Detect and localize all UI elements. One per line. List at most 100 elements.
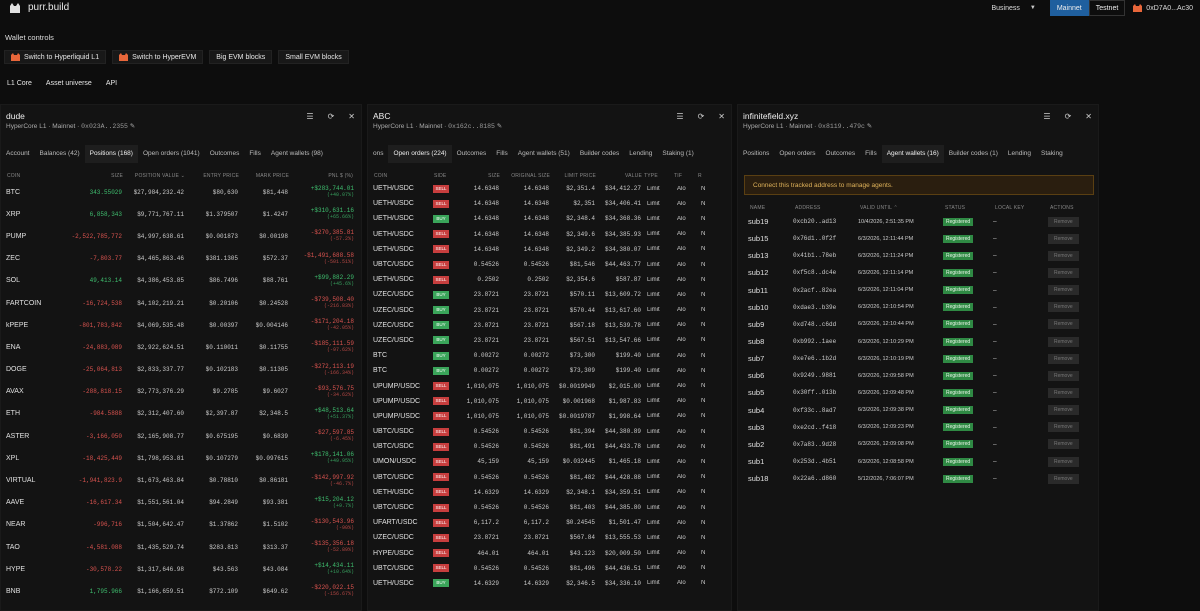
tab-fills[interactable]: Fills xyxy=(496,150,508,157)
table-row[interactable]: XRP 6,858,343 $9,771,767.11 $1.379507 $1.424… xyxy=(1,203,361,225)
table-row[interactable]: ENA -24,883,089 $2,922,624.51 $0.110011 $0.1… xyxy=(1,336,361,358)
table-row[interactable]: UZEC/USDC BUY 23.8721 23.8721 $567.51 $13,547… xyxy=(368,333,731,348)
table-row[interactable]: UFART/USDC SELL 6,117.2 6,117.2 $0.24545 $1,5… xyxy=(368,515,731,530)
tab-ons[interactable]: ons xyxy=(373,150,384,157)
edit-icon[interactable]: ✎ xyxy=(127,123,136,130)
table-row[interactable]: sub18 0x22a6..d860 5/12/2026, 7:06:07 PM Re… xyxy=(738,470,1098,487)
table-row[interactable]: sub9 0xd748..c6dd 6/3/2026, 12:10:44 PM Reg… xyxy=(738,316,1098,333)
table-row[interactable]: UZEC/USDC BUY 23.8721 23.8721 $567.18 $13,539… xyxy=(368,318,731,333)
table-row[interactable]: HYPE -30,578.22 $1,317,646.98 $43.563 $43.08… xyxy=(1,558,361,580)
menu-icon[interactable]: ☰ xyxy=(676,112,684,121)
tab-lending[interactable]: Lending xyxy=(1007,150,1032,157)
tab-staking[interactable]: Staking xyxy=(1041,150,1063,157)
table-row[interactable]: sub19 0xcb20..ad13 10/4/2026, 2:51:35 PM Re… xyxy=(738,213,1098,230)
table-row[interactable]: sub3 0xe2cd..f418 6/3/2026, 12:09:23 PM Reg… xyxy=(738,419,1098,436)
table-row[interactable]: sub2 0x7a83..9d28 6/3/2026, 12:09:08 PM Reg… xyxy=(738,436,1098,453)
switch-to-hyperevm-button[interactable]: Switch to HyperEVM xyxy=(112,50,204,64)
table-row[interactable]: UBTC/USDC SELL 0.54526 0.54526 $81,496 $44,43… xyxy=(368,561,731,576)
tab-outcomes[interactable]: Outcomes xyxy=(825,150,856,157)
table-row[interactable]: UETH/USDC BUY 14.6329 14.6329 $2,346.5 $34,33… xyxy=(368,576,731,591)
table-row[interactable]: BTC BUY 0.00272 0.00272 $73,300 $199.40 Limit A… xyxy=(368,348,731,363)
table-row[interactable]: UETH/USDC SELL 14.6329 14.6329 $2,348.1 $34,3… xyxy=(368,485,731,500)
table-row[interactable]: UMON/USDC SELL 45,159 45,159 $0.032445 $1,465… xyxy=(368,454,731,469)
table-row[interactable]: UBTC/USDC SELL 0.54526 0.54526 $81,403 $44,38… xyxy=(368,500,731,515)
switch-to-hyperliquid-button[interactable]: Switch to Hyperliquid L1 xyxy=(4,50,107,64)
refresh-icon[interactable]: ⟳ xyxy=(697,112,705,121)
nav-asset-universe[interactable]: Asset universe xyxy=(45,80,92,87)
tab-lending[interactable]: Lending xyxy=(629,150,653,157)
remove-button[interactable]: Remove xyxy=(1048,302,1079,313)
table-row[interactable]: XPL -18,425,449 $1,798,953.81 $0.107279 $0.0… xyxy=(1,447,361,469)
remove-button[interactable]: Remove xyxy=(1048,267,1079,278)
table-row[interactable]: sub5 0x30ff..013b 6/3/2026, 12:09:48 PM Reg… xyxy=(738,384,1098,401)
close-icon[interactable]: ✕ xyxy=(348,112,355,121)
tab-builder-codes[interactable]: Builder codes xyxy=(579,150,620,157)
table-row[interactable]: BTC 343.55029 $27,984,232.42 $80,630 $81,448… xyxy=(1,181,361,203)
table-row[interactable]: UETH/USDC SELL 0.2502 0.2502 $2,354.6 $587.87… xyxy=(368,272,731,287)
edit-icon[interactable]: ✎ xyxy=(494,123,503,130)
refresh-icon[interactable]: ⟳ xyxy=(327,112,335,121)
table-row[interactable]: NEAR -996,716 $1,504,642.47 $1.37862 $1.5102… xyxy=(1,514,361,536)
table-row[interactable]: sub12 0xf5c8..dc4e 6/3/2026, 12:11:14 PM Re… xyxy=(738,264,1098,281)
table-row[interactable]: UBTC/USDC SELL 0.54526 0.54526 $81,394 $44,38… xyxy=(368,424,731,439)
tab-agent-wallets-16-[interactable]: Agent wallets (16) xyxy=(881,145,944,163)
remove-button[interactable]: Remove xyxy=(1048,285,1079,296)
table-row[interactable]: ASTER -3,166,050 $2,165,908.77 $0.675195 $0.… xyxy=(1,425,361,447)
table-row[interactable]: AVAX -288,818.15 $2,773,376.29 $9.2785 $9.60… xyxy=(1,381,361,403)
table-row[interactable]: sub8 0xb992..1aee 6/3/2026, 12:10:29 PM Reg… xyxy=(738,333,1098,350)
menu-icon[interactable]: ☰ xyxy=(306,112,314,121)
menu-icon[interactable]: ☰ xyxy=(1043,112,1051,121)
testnet-button[interactable]: Testnet xyxy=(1088,0,1126,16)
tab-staking-1-[interactable]: Staking (1) xyxy=(662,150,694,157)
remove-button[interactable]: Remove xyxy=(1048,370,1079,381)
tab-open-orders-224-[interactable]: Open orders (224) xyxy=(388,145,452,163)
table-row[interactable]: UPUMP/USDC SELL 1,010,075 1,010,075 $0.00197… xyxy=(368,409,731,424)
remove-button[interactable]: Remove xyxy=(1048,250,1079,261)
table-row[interactable]: sub10 0xdae3..b39e 6/3/2026, 12:10:54 PM Re… xyxy=(738,299,1098,316)
close-icon[interactable]: ✕ xyxy=(718,112,725,121)
remove-button[interactable]: Remove xyxy=(1048,233,1079,244)
tab-outcomes[interactable]: Outcomes xyxy=(209,150,240,157)
table-row[interactable]: sub7 0xe7e6..1b2d 6/3/2026, 12:10:19 PM Reg… xyxy=(738,350,1098,367)
table-row[interactable]: UBTC/USDC SELL 0.54526 0.54526 $81,546 $44,46… xyxy=(368,257,731,272)
tab-account[interactable]: Account xyxy=(6,150,30,157)
table-row[interactable]: AAVE -16,617.34 $1,551,561.04 $94.2849 $93.3… xyxy=(1,492,361,514)
app-title[interactable]: purr.build xyxy=(28,2,70,13)
table-row[interactable]: UETH/USDC SELL 14.6348 14.6348 $2,351 $34,406… xyxy=(368,196,731,211)
remove-button[interactable]: Remove xyxy=(1048,422,1079,433)
tab-agent-wallets-51-[interactable]: Agent wallets (51) xyxy=(517,150,570,157)
table-row[interactable]: sub1 0x253d..4b51 6/3/2026, 12:08:58 PM Reg… xyxy=(738,453,1098,470)
table-row[interactable]: SOL 49,413.14 $4,386,453.85 $86.7496 $88.761… xyxy=(1,270,361,292)
tab-balances-42-[interactable]: Balances (42) xyxy=(39,150,80,157)
remove-button[interactable]: Remove xyxy=(1048,387,1079,398)
small-evm-blocks-button[interactable]: Small EVM blocks xyxy=(278,50,349,64)
remove-button[interactable]: Remove xyxy=(1048,405,1079,416)
tab-positions[interactable]: Positions xyxy=(743,150,770,157)
table-row[interactable]: UPUMP/USDC SELL 1,010,075 1,010,075 $0.00199… xyxy=(368,378,731,393)
table-row[interactable]: sub4 0xf33c..8ad7 6/3/2026, 12:09:38 PM Reg… xyxy=(738,402,1098,419)
table-row[interactable]: sub13 0x41b1..78eb 6/3/2026, 12:11:24 PM Re… xyxy=(738,247,1098,264)
edit-icon[interactable]: ✎ xyxy=(864,123,873,130)
panel-address[interactable]: 0x162c..8185 xyxy=(448,123,495,130)
remove-button[interactable]: Remove xyxy=(1048,456,1079,467)
chevron-down-icon[interactable]: ▼ xyxy=(1029,5,1036,11)
refresh-icon[interactable]: ⟳ xyxy=(1064,112,1072,121)
mainnet-button[interactable]: Mainnet xyxy=(1049,0,1089,16)
tab-outcomes[interactable]: Outcomes xyxy=(456,150,487,157)
table-row[interactable]: ETH -984.5888 $2,312,407.60 $2,397.87 $2,348… xyxy=(1,403,361,425)
remove-button[interactable]: Remove xyxy=(1048,336,1079,347)
wallet-address-button[interactable]: 0xD7A0...Ac30 xyxy=(1133,4,1193,12)
table-row[interactable]: UBTC/USDC SELL 0.54526 0.54526 $81,491 $44,43… xyxy=(368,439,731,454)
remove-button[interactable]: Remove xyxy=(1048,439,1079,450)
table-row[interactable]: sub11 0x2acf..82ea 6/3/2026, 12:11:04 PM Re… xyxy=(738,282,1098,299)
table-row[interactable]: DOGE -25,064,813 $2,833,337.77 $0.102183 $0.… xyxy=(1,359,361,381)
table-row[interactable]: UETH/USDC SELL 14.6348 14.6348 $2,349.6 $34,3… xyxy=(368,227,731,242)
table-row[interactable]: VIRTUAL -1,941,823.9 $1,673,463.84 $0.78810… xyxy=(1,469,361,491)
remove-button[interactable]: Remove xyxy=(1048,216,1079,227)
tab-fills[interactable]: Fills xyxy=(865,150,877,157)
remove-button[interactable]: Remove xyxy=(1048,319,1079,330)
table-row[interactable]: UPUMP/USDC SELL 1,010,075 1,010,075 $0.00196… xyxy=(368,394,731,409)
table-row[interactable]: PUMP -2,522,785,772 $4,997,638.61 $0.001873… xyxy=(1,225,361,247)
table-row[interactable]: UZEC/USDC SELL 23.8721 23.8721 $567.84 $13,55… xyxy=(368,530,731,545)
table-row[interactable]: ZEC -7,803.77 $4,465,863.46 $381.1305 $572.3… xyxy=(1,248,361,270)
